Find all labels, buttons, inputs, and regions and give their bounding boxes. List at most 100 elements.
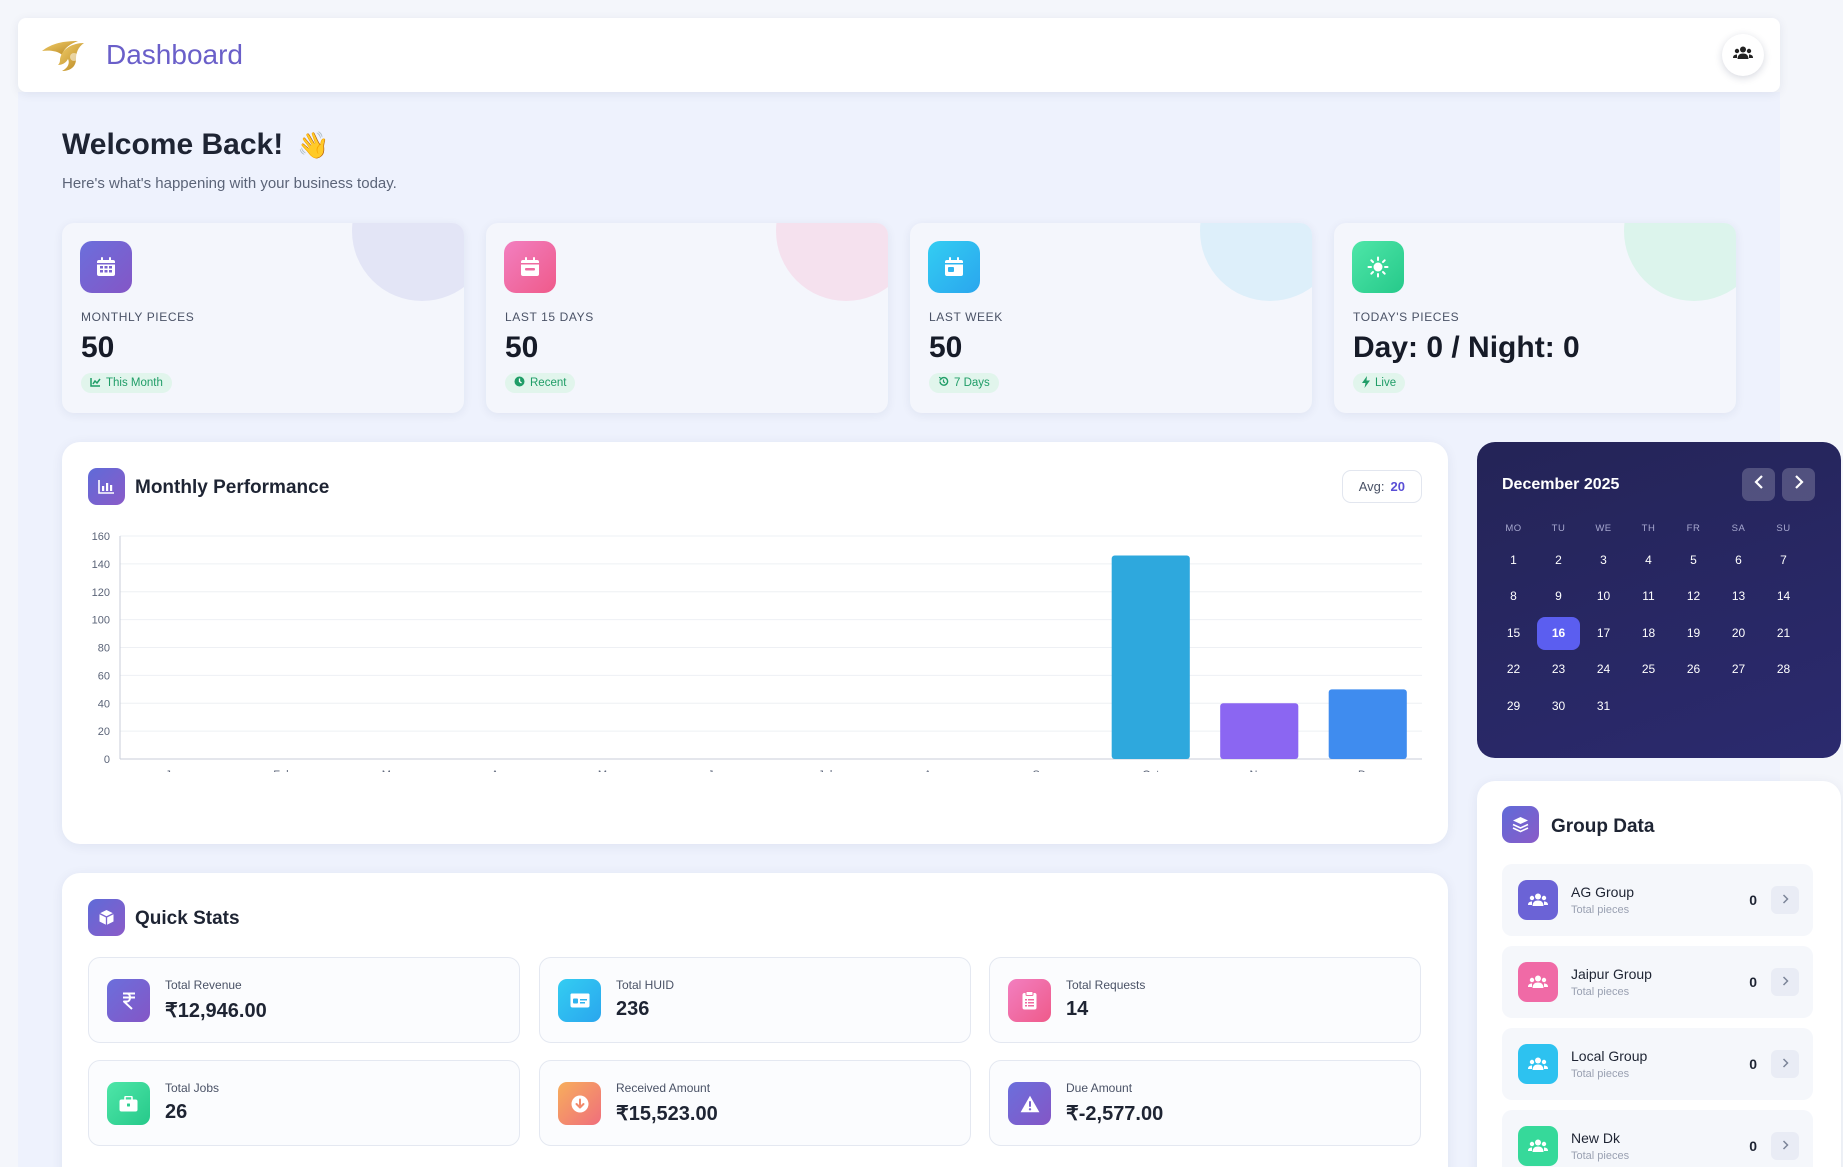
avg-label: Avg: xyxy=(1358,479,1385,494)
wing-logo-icon[interactable] xyxy=(38,35,90,75)
calendar-day[interactable]: 6 xyxy=(1735,552,1742,567)
welcome-title-text: Welcome Back! xyxy=(62,128,284,161)
group-open-button[interactable] xyxy=(1771,1050,1799,1078)
quick-stat-value: ₹-2,577.00 xyxy=(1066,1103,1164,1125)
x-tick-label: Oct xyxy=(1142,769,1159,772)
history-icon xyxy=(938,376,949,390)
group-open-button[interactable] xyxy=(1771,968,1799,996)
calendar-week-icon xyxy=(928,241,980,293)
stat-card-monthly-pieces: MONTHLY PIECES 50 This Month xyxy=(62,223,464,413)
quick-stat-due-amount: Due Amount ₹-2,577.00 xyxy=(989,1060,1421,1146)
users-button[interactable] xyxy=(1722,34,1764,76)
y-tick-label: 40 xyxy=(98,698,110,710)
group-value: 0 xyxy=(1749,1056,1757,1072)
y-tick-label: 20 xyxy=(98,726,110,738)
calendar-minus-icon xyxy=(504,241,556,293)
users-icon xyxy=(1518,1044,1558,1084)
quick-stat-label: Total HUID xyxy=(616,978,675,992)
calendar-day[interactable]: 27 xyxy=(1731,662,1746,676)
calendar-next-button[interactable] xyxy=(1782,468,1815,501)
quick-stat-label: Total Jobs xyxy=(165,1081,220,1095)
id-card-icon xyxy=(558,979,601,1022)
group-item[interactable]: AG Group Total pieces 0 xyxy=(1502,864,1813,936)
quick-stat-label: Received Amount xyxy=(616,1081,711,1095)
x-tick-label: May xyxy=(598,769,619,772)
quick-stat-label: Total Requests xyxy=(1066,978,1146,992)
quick-stat-value: 14 xyxy=(1066,998,1089,1020)
stat-badge-text: This Month xyxy=(106,377,163,389)
stat-card-todays-pieces: TODAY'S PIECES Day: 0 / Night: 0 Live xyxy=(1334,223,1736,413)
group-name: New Dk xyxy=(1571,1130,1621,1146)
calendar-day[interactable]: 30 xyxy=(1551,698,1566,713)
calendar-day[interactable]: 1 xyxy=(1510,552,1517,567)
x-tick-label: Feb xyxy=(273,769,292,772)
calendar-day[interactable]: 28 xyxy=(1776,662,1791,676)
calendar-day[interactable]: 17 xyxy=(1596,625,1611,640)
bar-nov xyxy=(1220,703,1299,759)
calendar-day[interactable]: 25 xyxy=(1641,662,1656,676)
group-data-panel: Group Data AG Group Total pieces 0 Jaipur G… xyxy=(1477,781,1841,1167)
y-tick-label: 60 xyxy=(98,670,110,682)
users-icon xyxy=(1733,45,1753,66)
group-value: 0 xyxy=(1749,1138,1757,1154)
weekday-label: WE xyxy=(1595,523,1612,534)
stat-card-last-week: LAST WEEK 50 7 Days xyxy=(910,223,1312,413)
arrow-down-circle-icon xyxy=(558,1082,601,1125)
calendar-day[interactable]: 22 xyxy=(1506,662,1521,676)
group-value: 0 xyxy=(1749,974,1757,990)
bar-oct xyxy=(1111,555,1190,759)
y-tick-label: 160 xyxy=(92,531,110,543)
group-subtitle: Total pieces xyxy=(1571,1068,1630,1080)
stat-badge: Recent xyxy=(505,373,576,393)
calendar-day[interactable]: 26 xyxy=(1686,662,1701,676)
calendar-day[interactable]: 19 xyxy=(1686,625,1701,640)
calendar-day[interactable]: 5 xyxy=(1690,552,1697,567)
briefcase-icon xyxy=(107,1082,150,1125)
calendar-day[interactable]: 31 xyxy=(1596,698,1611,713)
calendar-day[interactable]: 7 xyxy=(1780,552,1787,567)
calendar-week-row: 1 2 3 4 5 6 7 xyxy=(1491,540,1806,577)
calendar-week-row: 8 9 10 11 12 13 14 xyxy=(1491,577,1806,614)
chevron-right-icon xyxy=(1794,475,1804,494)
calendar-day[interactable]: 21 xyxy=(1776,625,1791,640)
group-item[interactable]: Local Group Total pieces 0 xyxy=(1502,1028,1813,1100)
x-tick-label: Jun xyxy=(708,769,726,772)
y-tick-label: 0 xyxy=(104,754,110,766)
monthly-performance-chart: 0 20 40 60 80 100 120 140 160 Jan Feb Mar Apr May Jun J… xyxy=(92,531,1422,772)
calendar-day[interactable]: 13 xyxy=(1731,589,1746,603)
stat-value: 50 xyxy=(81,331,115,364)
stat-badge: Live xyxy=(1353,373,1406,393)
calendar-empty-cell xyxy=(1761,690,1806,723)
quick-stat-total-revenue: Total Revenue ₹12,946.00 xyxy=(88,957,520,1043)
chevron-right-icon xyxy=(1782,973,1789,991)
calendar-day[interactable]: 15 xyxy=(1506,625,1521,640)
calendar-day[interactable]: 20 xyxy=(1731,625,1746,640)
group-item[interactable]: Jaipur Group Total pieces 0 xyxy=(1502,946,1813,1018)
waving-hand-icon: 👋 xyxy=(297,129,330,160)
calendar-day[interactable]: 12 xyxy=(1686,589,1701,603)
clock-icon xyxy=(514,376,525,390)
calendar-day[interactable]: 9 xyxy=(1555,589,1562,603)
y-tick-label: 120 xyxy=(92,587,110,599)
calendar-prev-button[interactable] xyxy=(1742,468,1775,501)
calendar-day[interactable]: 14 xyxy=(1776,589,1791,603)
calendar-day[interactable]: 11 xyxy=(1642,589,1655,603)
stat-badge-text: Recent xyxy=(530,377,567,389)
calendar-day[interactable]: 8 xyxy=(1510,589,1517,603)
group-item[interactable]: New Dk Total pieces 0 xyxy=(1502,1110,1813,1167)
group-name: Jaipur Group xyxy=(1571,966,1652,982)
stat-value: Day: 0 / Night: 0 xyxy=(1353,331,1580,364)
calendar-day[interactable]: 23 xyxy=(1551,662,1566,676)
calendar-day[interactable]: 4 xyxy=(1645,552,1652,567)
group-open-button[interactable] xyxy=(1771,886,1799,914)
x-tick-label: Mar xyxy=(382,769,401,772)
group-open-button[interactable] xyxy=(1771,1132,1799,1160)
calendar-day[interactable]: 3 xyxy=(1600,552,1607,567)
stat-label: MONTHLY PIECES xyxy=(81,310,195,324)
calendar-day[interactable]: 24 xyxy=(1596,662,1611,676)
calendar-day[interactable]: 2 xyxy=(1555,552,1562,567)
calendar-day-today[interactable]: 16 xyxy=(1537,616,1580,650)
calendar-day[interactable]: 18 xyxy=(1641,625,1656,640)
calendar-day[interactable]: 10 xyxy=(1596,589,1611,603)
calendar-day[interactable]: 29 xyxy=(1506,698,1521,713)
